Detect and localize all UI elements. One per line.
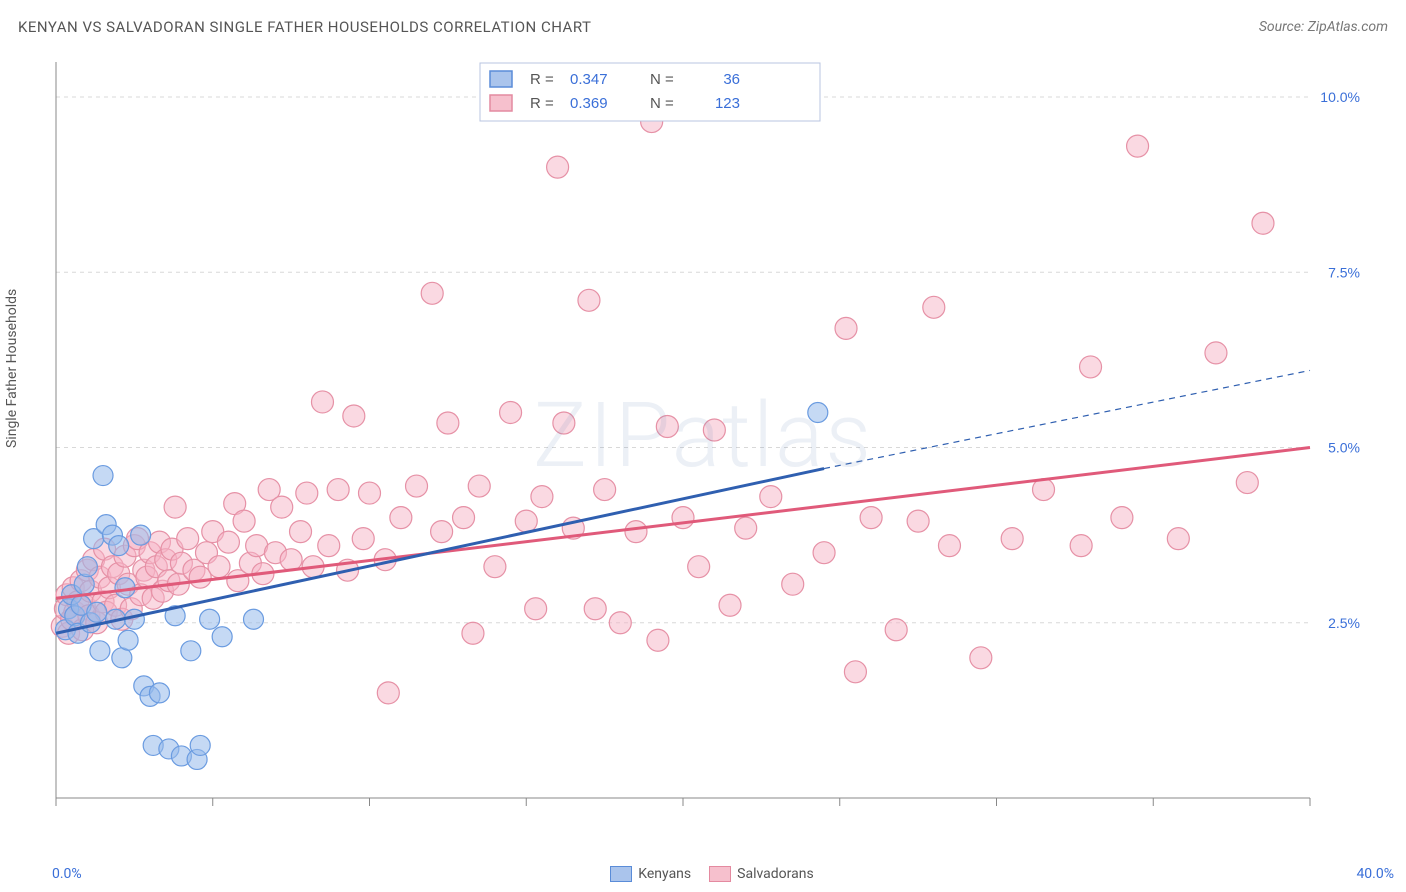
legend-label: Salvadorans bbox=[737, 866, 814, 882]
svg-text:5.0%: 5.0% bbox=[1328, 440, 1360, 456]
source-attribution: Source: ZipAtlas.com bbox=[1259, 19, 1388, 35]
legend-swatch bbox=[709, 866, 731, 882]
svg-text:2.5%: 2.5% bbox=[1328, 615, 1360, 631]
y-axis-label: Single Father Households bbox=[4, 289, 20, 448]
svg-text:0.347: 0.347 bbox=[570, 71, 608, 88]
chart-title: KENYAN VS SALVADORAN SINGLE FATHER HOUSE… bbox=[18, 18, 591, 36]
svg-text:0.369: 0.369 bbox=[570, 95, 608, 112]
legend-label: Kenyans bbox=[638, 866, 691, 882]
svg-text:R =: R = bbox=[530, 95, 554, 112]
legend-swatch bbox=[610, 866, 632, 882]
svg-text:10.0%: 10.0% bbox=[1320, 89, 1360, 105]
svg-text:N =: N = bbox=[650, 95, 674, 112]
scatter-plot: 2.5% 5.0% 7.5% 10.0% R = 0.347 N = 36 R = 0.369 N … bbox=[50, 58, 1390, 828]
svg-text:R =: R = bbox=[530, 71, 554, 88]
svg-text:N =: N = bbox=[650, 71, 674, 88]
svg-text:123: 123 bbox=[715, 95, 740, 112]
svg-text:36: 36 bbox=[723, 71, 740, 88]
series-legend: Kenyans Salvadorans bbox=[0, 866, 1406, 882]
svg-text:7.5%: 7.5% bbox=[1328, 264, 1360, 280]
